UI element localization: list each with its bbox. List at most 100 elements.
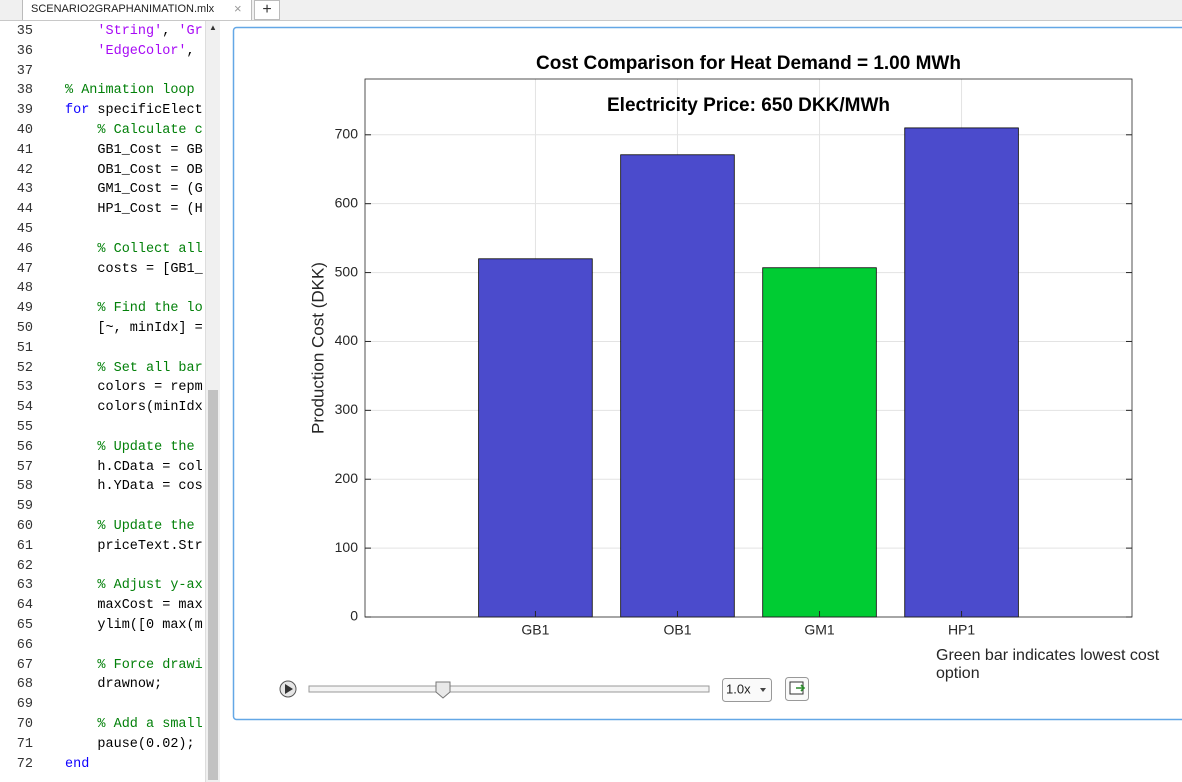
tab-close[interactable]: × — [234, 1, 242, 16]
line-number: 68 — [16, 677, 33, 693]
code-line: 68 drawnow; — [0, 675, 205, 695]
code-line: 54 colors(minIdx — [0, 398, 205, 418]
code-text: priceText.Str — [65, 538, 203, 554]
line-number: 37 — [16, 63, 33, 79]
code-line: 37 — [0, 62, 205, 82]
line-number: 51 — [16, 340, 33, 356]
y-tick-label: 600 — [335, 194, 359, 210]
code-line: 63 % Adjust y-ax — [0, 576, 205, 596]
code-text: OB1_Cost = OB — [65, 162, 203, 178]
y-tick-label: 400 — [335, 332, 359, 348]
code-line: 38 % Animation loop — [0, 81, 205, 101]
code-line: 43 GM1_Cost = (G — [0, 180, 205, 200]
speed-label: 1.0x — [726, 681, 751, 696]
x-tick-label: HP1 — [948, 622, 975, 638]
code-text: % Add a small — [97, 717, 203, 732]
code-text: % Adjust y-ax — [97, 578, 203, 594]
code-line: 60 % Update the — [0, 517, 205, 537]
code-text: 'EdgeColor', — [97, 43, 203, 59]
code-text: % Set all bar — [97, 360, 203, 376]
code-text: GB1_Cost = GB — [65, 142, 203, 158]
slider-thumb[interactable] — [435, 681, 451, 699]
code-editor: 35 'String', 'Gr 36 'EdgeColor', 37 38% An… — [0, 21, 205, 782]
y-axis-label: Production Cost (DKK) — [308, 262, 327, 434]
code-text: end — [65, 756, 90, 772]
line-number: 71 — [16, 736, 33, 752]
code-line: 65 ylim([0 max(m — [0, 616, 205, 636]
y-tick-label: 100 — [335, 539, 359, 555]
note: Green bar indicates lowest cost option — [936, 647, 1160, 682]
line-number: 61 — [16, 538, 33, 554]
scrollbar[interactable]: ▲ — [205, 21, 220, 782]
y-tick-label: 200 — [335, 470, 359, 486]
line-number: 42 — [16, 162, 33, 178]
code-line: 51 — [0, 339, 205, 359]
play-button[interactable] — [279, 680, 297, 698]
code-text: % Update the — [97, 519, 203, 534]
code-line: 59 — [0, 497, 205, 517]
line-number: 50 — [16, 321, 33, 336]
tab-bar: SCENARIO2GRAPHANIMATION.mlx × + — [0, 0, 1182, 21]
line-number: 55 — [16, 420, 33, 435]
line-number: 58 — [16, 479, 33, 495]
export-button[interactable] — [785, 677, 809, 701]
line-number: 63 — [16, 578, 33, 594]
code-line: 58 h.YData = cos — [0, 477, 205, 497]
scroll-up[interactable]: ▲ — [209, 23, 217, 32]
code-text: pause(0.02); — [65, 736, 195, 752]
code-line: 55 — [0, 418, 205, 438]
axes-background — [365, 79, 1132, 617]
y-tick-label: 700 — [335, 126, 359, 142]
code-line: 47 costs = [GB1_ — [0, 260, 205, 280]
code-text: % Force drawi — [97, 657, 203, 673]
chart-title: Cost Comparison for Heat Demand = 1.00 M… — [536, 53, 961, 74]
y-tick-label: 300 — [335, 401, 359, 417]
code-text: h.YData = cos — [65, 479, 203, 495]
file-tab[interactable]: SCENARIO2GRAPHANIMATION.mlx × — [22, 0, 252, 20]
code-line: 66 — [0, 636, 205, 656]
line-number: 56 — [16, 439, 33, 455]
line-number: 62 — [16, 558, 33, 574]
bar — [762, 267, 877, 618]
new-tab[interactable]: + — [254, 0, 280, 20]
bar — [478, 258, 593, 618]
code-text: h.CData = col — [65, 459, 203, 475]
code-line: 67 % Force drawi — [0, 656, 205, 676]
slider-track[interactable] — [308, 685, 710, 693]
speed-dropdown[interactable]: 1.0x — [722, 678, 772, 702]
code-text: % Animation loop — [65, 83, 203, 99]
line-number: 38 — [16, 83, 33, 99]
line-number: 48 — [16, 281, 33, 297]
y-tick-label: 500 — [335, 263, 359, 279]
y-tick-label: 0 — [350, 608, 358, 624]
scroll-thumb[interactable] — [208, 390, 218, 780]
x-tick-label: GB1 — [521, 622, 549, 638]
code-text: [~, minIdx] = — [65, 321, 203, 336]
code-line: 36 'EdgeColor', — [0, 42, 205, 62]
line-number: 65 — [16, 618, 33, 633]
code-text: % Update the — [97, 439, 203, 455]
code-line: 57 h.CData = col — [0, 458, 205, 478]
code-line: 72 end — [0, 755, 205, 775]
line-number: 44 — [16, 202, 33, 218]
x-tick-label: GM1 — [804, 622, 835, 638]
line-number: 53 — [16, 380, 33, 396]
bar — [904, 127, 1019, 618]
code-line: 40 % Calculate c — [0, 121, 205, 141]
figure-panel — [232, 26, 1182, 721]
line-number: 57 — [16, 459, 33, 475]
line-number: 54 — [16, 400, 33, 416]
line-number: 40 — [16, 123, 33, 138]
code-text: maxCost = max — [65, 598, 203, 614]
code-text: for specificElect — [65, 103, 203, 119]
controls: 1.0x — [279, 677, 809, 702]
code-line: 52 % Set all bar — [0, 359, 205, 379]
code-line: 46 % Collect all — [0, 240, 205, 260]
code-text: % Find the lo — [97, 301, 203, 317]
code-line: 39 for specificElect — [0, 101, 205, 121]
code-line: 70 % Add a small — [0, 715, 205, 735]
line-number: 46 — [16, 241, 33, 257]
code-text: 'String', 'Gr — [97, 24, 203, 39]
line-number: 36 — [16, 43, 33, 59]
code-line: 56 % Update the — [0, 438, 205, 458]
